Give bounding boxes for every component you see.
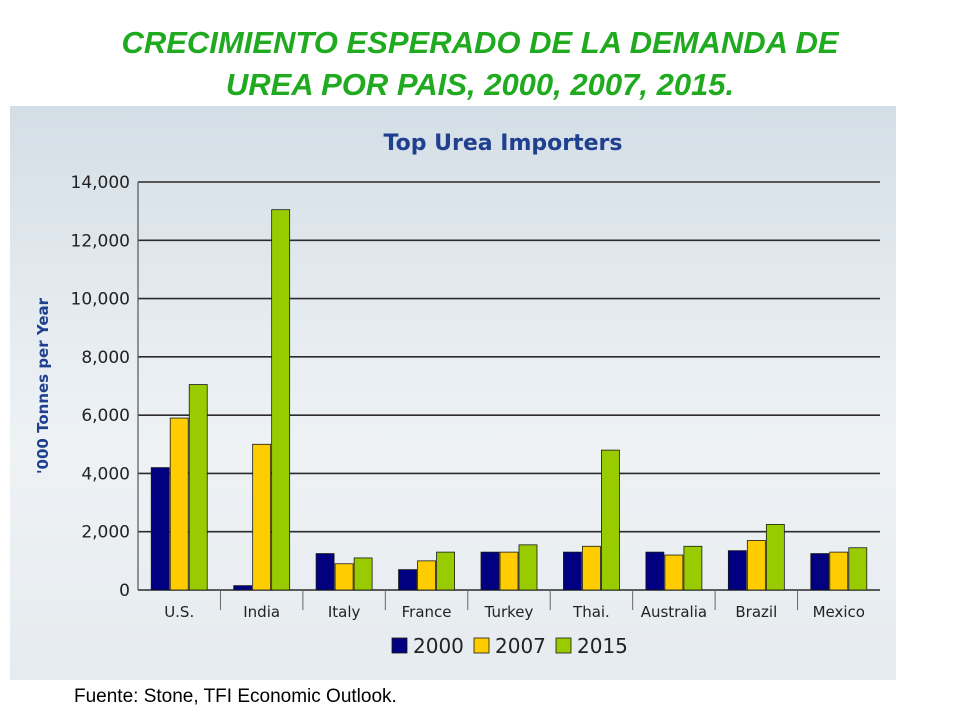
- bar-2015: [848, 547, 868, 591]
- x-tick-label: Turkey: [484, 603, 534, 621]
- bar-2000: [150, 467, 170, 591]
- y-tick-label: 2,000: [81, 523, 130, 543]
- legend-label-2000: 2000: [413, 634, 464, 658]
- slide-title-line-1: CRECIMIENTO ESPERADO DE LA DEMANDA DE: [121, 25, 839, 60]
- slide-title-line-2: UREA POR PAIS, 2000, 2007, 2015.: [225, 67, 735, 102]
- y-tick-label: 8,000: [81, 348, 130, 368]
- bar-2015: [518, 544, 538, 591]
- bar-2007: [664, 554, 684, 591]
- bar-2007: [499, 551, 519, 591]
- bar-2007: [829, 551, 849, 591]
- y-tick-label: 12,000: [71, 231, 130, 251]
- bar-2000: [315, 553, 335, 591]
- chart-title: Top Urea Importers: [384, 131, 623, 156]
- y-tick-label: 10,000: [71, 290, 130, 310]
- y-axis-label: '000 Tonnes per Year: [34, 297, 52, 474]
- y-tick-label: 14,000: [71, 173, 130, 193]
- x-tick-label: Australia: [641, 603, 707, 621]
- bar-2015: [683, 545, 703, 591]
- bar-2015: [601, 449, 620, 591]
- legend-label-2007: 2007: [495, 634, 546, 658]
- y-tick-label: 0: [119, 581, 130, 601]
- bar-chart: Top Urea Importers '000 Tonnes per Year …: [34, 131, 880, 658]
- x-tick-label: Italy: [328, 603, 361, 621]
- bar-2000: [233, 585, 253, 591]
- bar-2007: [746, 540, 766, 591]
- legend-swatch-2015: [555, 637, 572, 654]
- slide-title: CRECIMIENTO ESPERADO DE LA DEMANDA DE UR…: [0, 22, 960, 106]
- bar-2015: [188, 384, 208, 591]
- y-tick-label: 6,000: [81, 406, 130, 426]
- x-tick-label: Brazil: [735, 603, 777, 621]
- bar-2007: [252, 443, 272, 591]
- bar-2007: [582, 545, 601, 591]
- bar-2015: [765, 524, 785, 591]
- x-tick-label: U.S.: [164, 603, 194, 621]
- bar-2007: [417, 560, 436, 591]
- bars: [150, 209, 868, 591]
- bar-2000: [563, 551, 582, 591]
- x-tick-label: India: [243, 603, 280, 621]
- bar-2000: [727, 550, 747, 591]
- bar-2000: [645, 551, 665, 591]
- x-tick-label: Mexico: [813, 603, 865, 621]
- y-axis-ticks: 0 2,000 4,000 6,000 8,000 10,000 12,000 14,000: [71, 173, 130, 601]
- bar-2015: [271, 209, 291, 591]
- x-tick-label: France: [402, 603, 452, 621]
- y-tick-label: 4,000: [81, 464, 130, 484]
- bar-2007: [334, 563, 354, 591]
- legend-swatch-2007: [473, 637, 490, 654]
- bar-2000: [480, 551, 500, 591]
- legend-swatch-2000: [391, 637, 408, 654]
- chart-panel: Top Urea Importers '000 Tonnes per Year …: [10, 106, 896, 680]
- bar-2000: [398, 569, 417, 591]
- bar-2000: [810, 553, 830, 591]
- x-axis-ticks: U.S. India Italy France Turkey Thai. Australia…: [164, 590, 865, 621]
- x-tick-label: Thai.: [572, 603, 610, 621]
- legend: 2000 2007 2015: [391, 634, 628, 658]
- bar-2007: [169, 417, 189, 591]
- bar-2015: [436, 551, 455, 591]
- bar-2015: [353, 557, 373, 591]
- legend-label-2015: 2015: [577, 634, 628, 658]
- source-note: Fuente: Stone, TFI Economic Outlook.: [74, 686, 397, 707]
